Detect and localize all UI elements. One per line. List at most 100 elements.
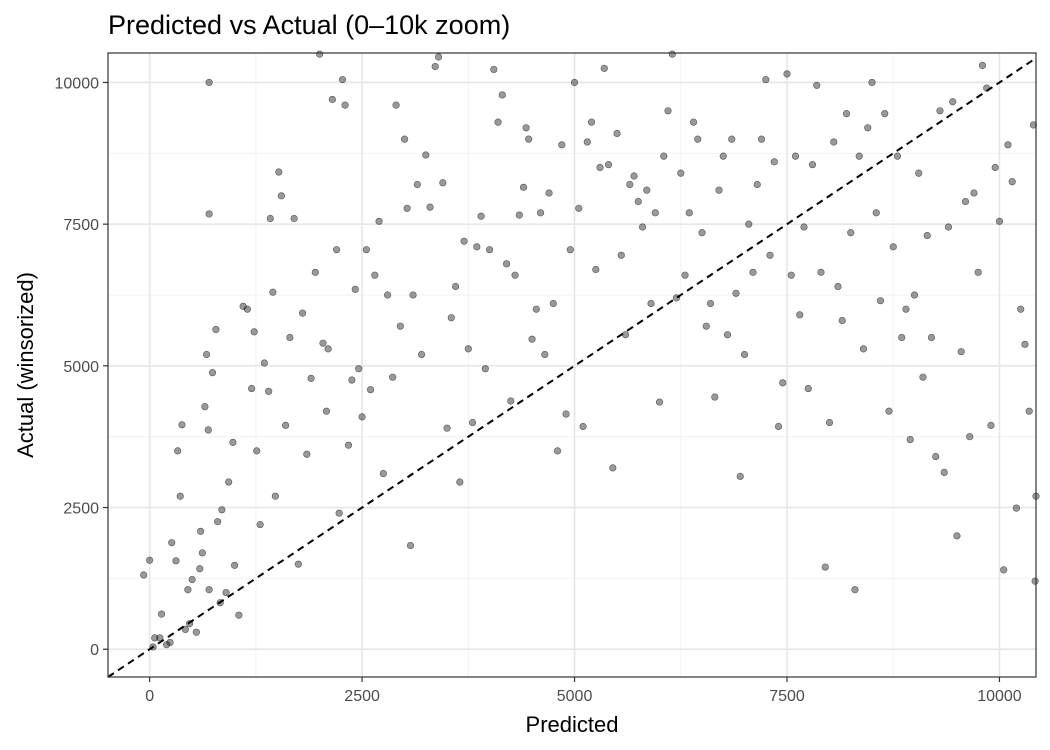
data-point	[583, 138, 591, 146]
data-point	[214, 518, 222, 526]
data-point	[525, 135, 533, 143]
data-point	[745, 220, 753, 228]
data-point	[1000, 566, 1008, 574]
data-point	[961, 197, 970, 206]
data-point	[355, 365, 363, 373]
data-point	[229, 438, 237, 446]
data-point	[146, 556, 154, 564]
data-point	[643, 186, 651, 194]
data-point	[166, 638, 174, 647]
data-point	[783, 70, 791, 78]
y-tick-label: 5000	[63, 359, 99, 376]
data-point	[299, 309, 307, 317]
data-point	[957, 348, 965, 356]
identity-reference-line	[107, 57, 1037, 678]
data-point	[893, 152, 902, 160]
data-point	[766, 251, 774, 259]
data-point	[307, 374, 315, 382]
data-point	[834, 282, 842, 291]
data-point	[490, 65, 498, 74]
data-point	[324, 345, 332, 353]
data-point	[1008, 178, 1016, 186]
data-point	[919, 373, 927, 381]
data-point	[621, 331, 630, 339]
data-point	[406, 541, 415, 550]
data-point	[528, 335, 536, 343]
data-point	[694, 135, 702, 143]
data-point	[383, 291, 392, 299]
data-point	[316, 50, 324, 58]
data-point	[188, 575, 196, 584]
data-point	[541, 350, 549, 359]
data-point	[944, 223, 953, 231]
data-point	[338, 76, 347, 84]
data-point	[282, 421, 290, 429]
data-point	[205, 210, 213, 218]
data-point	[515, 211, 523, 219]
data-point	[181, 625, 189, 633]
data-point	[422, 151, 430, 159]
data-point	[409, 291, 417, 299]
data-point	[413, 180, 421, 189]
data-point	[647, 299, 655, 308]
data-point	[140, 571, 148, 579]
data-point	[344, 441, 353, 449]
data-point	[787, 271, 795, 279]
data-point	[197, 527, 205, 535]
data-point	[987, 421, 995, 429]
data-point	[205, 586, 213, 594]
data-point	[1004, 141, 1012, 149]
data-point	[881, 110, 889, 118]
y-tick-label: 2500	[63, 501, 99, 518]
data-point	[898, 333, 906, 342]
y-axis-ticks: 0 2500 5000 7500 10000	[55, 75, 108, 659]
data-point	[677, 169, 685, 177]
data-point	[266, 214, 274, 223]
data-point	[403, 204, 411, 212]
data-point	[613, 129, 621, 138]
data-point	[235, 611, 243, 619]
data-point	[205, 78, 213, 87]
data-point	[991, 163, 999, 172]
data-point	[225, 478, 233, 486]
data-point	[507, 397, 515, 405]
data-point	[906, 435, 914, 444]
data-point	[184, 586, 192, 594]
data-point	[821, 563, 829, 571]
plot-panel	[108, 53, 1036, 677]
data-point	[231, 561, 239, 569]
data-point	[566, 246, 574, 254]
data-point	[174, 447, 182, 455]
data-point	[477, 212, 485, 220]
data-point	[328, 95, 336, 104]
data-point	[439, 179, 447, 187]
data-point	[256, 520, 264, 529]
data-point	[362, 246, 370, 254]
data-point	[970, 189, 978, 197]
data-point	[953, 532, 961, 540]
data-point	[389, 373, 397, 381]
data-point	[715, 186, 723, 194]
y-tick-label: 0	[90, 642, 99, 659]
data-point	[157, 610, 166, 618]
data-point	[434, 53, 443, 61]
data-point	[250, 328, 258, 336]
data-point	[762, 76, 770, 84]
data-point	[553, 447, 562, 455]
data-point	[275, 168, 283, 176]
data-point	[838, 316, 846, 325]
data-point	[655, 398, 664, 406]
data-point	[253, 447, 261, 455]
data-point	[855, 152, 863, 160]
data-point	[719, 152, 727, 160]
data-point	[728, 135, 736, 143]
data-point	[923, 231, 931, 240]
data-point	[269, 288, 277, 296]
data-point	[796, 311, 804, 319]
data-point	[485, 246, 494, 254]
data-point	[151, 634, 159, 642]
data-point	[664, 107, 672, 115]
data-point	[978, 61, 987, 70]
data-point	[558, 141, 566, 149]
